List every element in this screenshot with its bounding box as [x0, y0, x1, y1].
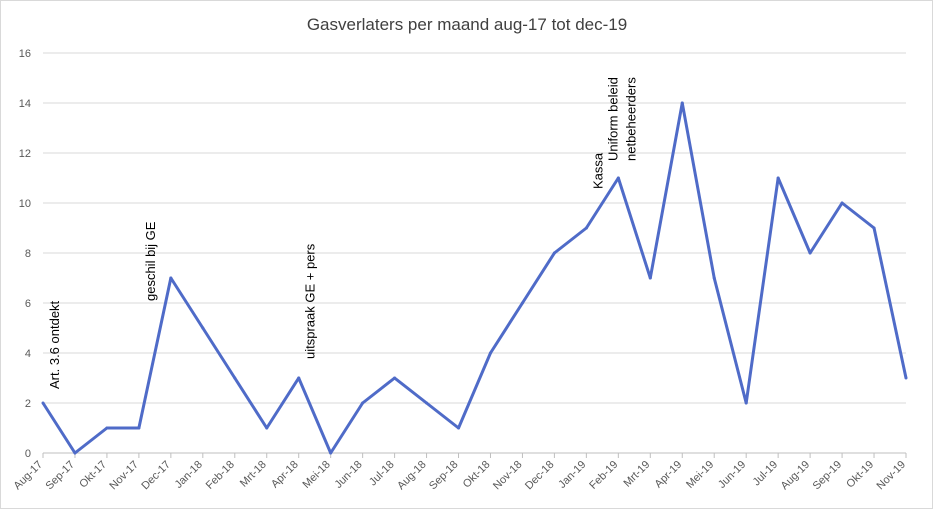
x-tick-label: Sep-18 — [427, 459, 461, 493]
data-point — [520, 301, 524, 305]
annotations: Art. 3.6 ontdekt geschil bij GE uitspraak … — [47, 77, 638, 389]
data-point — [329, 451, 333, 455]
x-tick-label: Dec-18 — [523, 459, 557, 493]
data-point — [552, 251, 556, 255]
annotation-label: geschil bij GE — [143, 221, 158, 301]
x-tick-label: Nov-19 — [875, 459, 909, 493]
series — [41, 101, 908, 455]
x-tick-label: Mei-19 — [684, 459, 716, 491]
data-point — [808, 251, 812, 255]
data-point — [137, 426, 141, 430]
data-point — [105, 426, 109, 430]
x-tick-label: Jul-19 — [751, 459, 781, 489]
y-tick-label: 8 — [25, 248, 31, 260]
y-tick-label: 4 — [25, 348, 31, 360]
x-tick-label: Sep-19 — [811, 459, 845, 493]
x-tick-label: Jan-19 — [556, 459, 588, 491]
x-tick-label: Mrt-18 — [238, 459, 269, 490]
data-point — [776, 176, 780, 180]
annotation-label: Uniform beleid — [605, 77, 620, 161]
x-tick-label: Nov-17 — [107, 459, 141, 493]
series-line — [41, 101, 908, 455]
data-point — [393, 376, 397, 380]
x-tick-label: Jan-18 — [173, 459, 205, 491]
x-tick-label: Feb-18 — [204, 459, 237, 492]
x-tick-label: Apr-18 — [269, 459, 301, 491]
annotation-label: Art. 3.6 ontdekt — [47, 300, 62, 389]
x-tick-label: Okt-18 — [461, 459, 493, 491]
x-tick-label: Jun-18 — [332, 459, 364, 491]
data-point — [712, 276, 716, 280]
data-point — [297, 376, 301, 380]
y-axis: 0 2 4 6 8 10 12 14 16 — [19, 48, 31, 460]
data-point — [680, 101, 684, 105]
x-tick-label: Sep-17 — [44, 459, 78, 493]
x-tick-label: Okt-19 — [844, 459, 876, 491]
data-point — [840, 201, 844, 205]
data-point — [265, 426, 269, 430]
data-point — [457, 426, 461, 430]
y-tick-label: 14 — [19, 98, 31, 110]
data-point — [744, 401, 748, 405]
x-tick-label: Jul-18 — [367, 459, 397, 489]
x-tick-label: Jun-19 — [716, 459, 748, 491]
data-point — [73, 451, 77, 455]
x-tick-label: Apr-19 — [653, 459, 685, 491]
annotation-label: uitspraak GE + pers — [303, 243, 318, 359]
chart-title: Gasverlaters per maand aug-17 tot dec-19 — [307, 15, 627, 34]
y-tick-label: 6 — [25, 298, 31, 310]
y-tick-label: 12 — [19, 148, 31, 160]
data-point — [488, 351, 492, 355]
x-tick-label: Nov-18 — [491, 459, 525, 493]
y-tick-label: 10 — [19, 198, 31, 210]
x-tick-label: Aug-18 — [395, 459, 429, 493]
y-tick-label: 2 — [25, 398, 31, 410]
annotation-label: netbeheerders — [623, 77, 638, 161]
x-tick-label: Dec-17 — [139, 459, 173, 493]
x-tick-label: Aug-17 — [12, 459, 46, 493]
data-point — [361, 401, 365, 405]
x-tick-label: Mrt-19 — [621, 459, 652, 490]
data-point — [233, 376, 237, 380]
data-point — [616, 176, 620, 180]
data-point — [904, 376, 908, 380]
data-point — [169, 276, 173, 280]
data-point — [872, 226, 876, 230]
data-point — [648, 276, 652, 280]
data-point — [41, 401, 45, 405]
annotation-label: Kassa — [590, 152, 605, 189]
data-point — [584, 226, 588, 230]
y-tick-label: 0 — [25, 448, 31, 460]
data-point — [425, 401, 429, 405]
x-tick-label: Okt-17 — [77, 459, 109, 491]
x-tick-label: Feb-19 — [587, 459, 620, 492]
x-tick-label: Mei-18 — [301, 459, 333, 491]
y-tick-label: 16 — [19, 48, 31, 60]
x-tick-label: Aug-19 — [779, 459, 813, 493]
data-point — [201, 326, 205, 330]
